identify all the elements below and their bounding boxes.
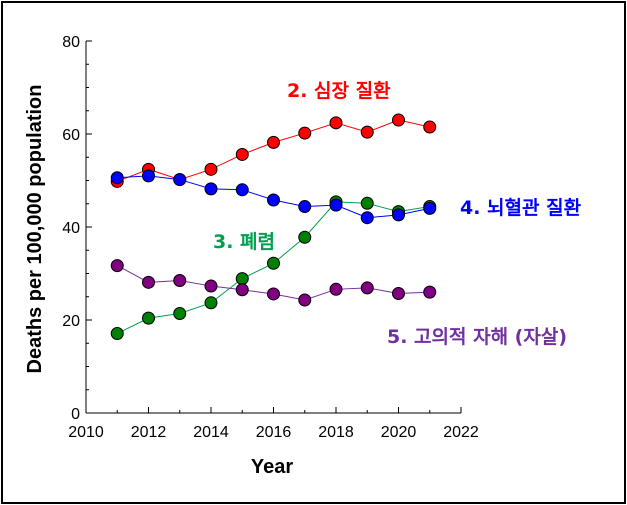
data-point bbox=[142, 311, 155, 325]
data-point bbox=[298, 230, 312, 244]
data-point bbox=[235, 283, 249, 297]
data-point bbox=[329, 282, 343, 296]
data-point bbox=[392, 208, 405, 222]
data-point bbox=[142, 275, 155, 289]
series-pneumonia bbox=[110, 195, 437, 340]
x-tick-label: 2014 bbox=[193, 424, 229, 441]
data-point bbox=[267, 256, 280, 270]
data-point bbox=[173, 173, 187, 187]
data-point bbox=[110, 326, 124, 340]
x-tick-label: 2010 bbox=[68, 424, 104, 441]
y-tick-label: 20 bbox=[62, 313, 80, 330]
x-tick-label: 2022 bbox=[443, 424, 479, 441]
data-point bbox=[173, 306, 187, 320]
x-tick-label: 2016 bbox=[256, 424, 292, 441]
series-label-cerebrovascular: 4. 뇌혈관 질환 bbox=[460, 196, 582, 219]
data-point bbox=[173, 273, 187, 287]
data-point bbox=[360, 125, 374, 139]
y-tick-label: 80 bbox=[62, 34, 80, 51]
series-label-pneumonia: 3. 폐렴 bbox=[213, 231, 275, 253]
data-point bbox=[110, 171, 124, 185]
data-point bbox=[204, 182, 218, 196]
x-tick-label: 2020 bbox=[381, 424, 417, 441]
series-intentional-self-harm bbox=[110, 259, 437, 307]
y-ticks: 0 20 40 60 80 bbox=[62, 34, 92, 423]
data-point bbox=[235, 272, 249, 286]
series-layer bbox=[110, 113, 437, 340]
data-point bbox=[204, 296, 218, 310]
y-tick-label: 40 bbox=[62, 220, 80, 237]
data-point bbox=[423, 201, 437, 215]
data-point bbox=[204, 279, 218, 293]
x-tick-label: 2018 bbox=[318, 424, 354, 441]
data-point bbox=[267, 193, 280, 207]
y-tick-label: 0 bbox=[71, 406, 80, 423]
data-point bbox=[235, 183, 249, 197]
data-point bbox=[329, 116, 343, 130]
data-point bbox=[204, 162, 218, 176]
series-heart-disease bbox=[110, 113, 437, 188]
series-cerebrovascular bbox=[110, 169, 437, 225]
data-point bbox=[110, 259, 124, 273]
axes: 2010 2012 2014 2016 2018 2020 2022 0 20 40 60 80 bbox=[62, 34, 479, 441]
data-point bbox=[360, 281, 374, 295]
data-point bbox=[235, 147, 249, 161]
series-label-heart-disease: 2. 심장 질환 bbox=[287, 80, 391, 102]
series-line bbox=[117, 119, 430, 182]
series-label-intentional-self-harm: 5. 고의적 자해 (자살) bbox=[387, 326, 567, 348]
data-point bbox=[267, 135, 280, 149]
data-point bbox=[423, 285, 437, 299]
y-axis-title: Deaths per 100,000 population bbox=[24, 85, 46, 374]
data-point bbox=[423, 120, 437, 134]
series-labels: 2. 심장 질환 3. 폐렴 4. 뇌혈관 질환 5. 고의적 자해 (자살) bbox=[213, 80, 582, 348]
data-point bbox=[360, 196, 374, 210]
y-tick-label: 60 bbox=[62, 127, 80, 144]
data-point bbox=[267, 287, 280, 301]
data-point bbox=[392, 286, 405, 300]
data-point bbox=[360, 211, 374, 225]
x-ticks: 2010 2012 2014 2016 2018 2020 2022 bbox=[68, 407, 479, 441]
data-point bbox=[392, 113, 405, 127]
data-point bbox=[298, 293, 312, 307]
data-point bbox=[329, 198, 343, 212]
data-point bbox=[298, 200, 312, 214]
data-point bbox=[142, 169, 155, 183]
x-axis-title: Year bbox=[251, 456, 293, 478]
data-point bbox=[298, 126, 312, 140]
x-tick-label: 2012 bbox=[131, 424, 167, 441]
